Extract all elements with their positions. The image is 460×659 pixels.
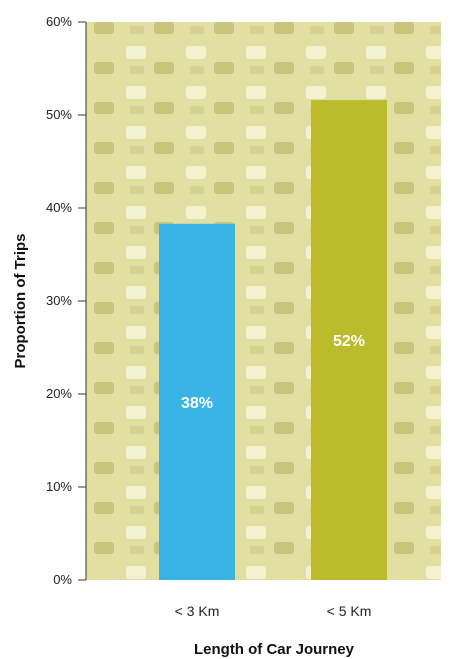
y-tick-label: 40% (46, 200, 72, 215)
y-tick-label: 0% (53, 572, 72, 587)
bars: 38% 52% (159, 100, 387, 581)
y-tick-label: 60% (46, 14, 72, 29)
y-tick-label: 10% (46, 479, 72, 494)
bar-data-label: 52% (333, 333, 365, 350)
bar (311, 100, 387, 581)
y-tick-label: 20% (46, 386, 72, 401)
bar (159, 223, 235, 580)
x-tick-labels: < 3 Km < 5 Km (175, 603, 372, 619)
plot-background-image (86, 22, 441, 580)
y-tick-label: 50% (46, 107, 72, 122)
y-axis-title: Proportion of Trips (12, 234, 29, 369)
y-tick-label: 30% (46, 293, 72, 308)
bar-data-label: 38% (181, 395, 213, 412)
x-tick-label: < 3 Km (175, 603, 220, 619)
x-axis-title: Length of Car Journey (194, 641, 355, 658)
y-axis: 0% 10% 20% 30% 40% 50% 60% (46, 14, 87, 587)
x-tick-label: < 5 Km (327, 603, 372, 619)
